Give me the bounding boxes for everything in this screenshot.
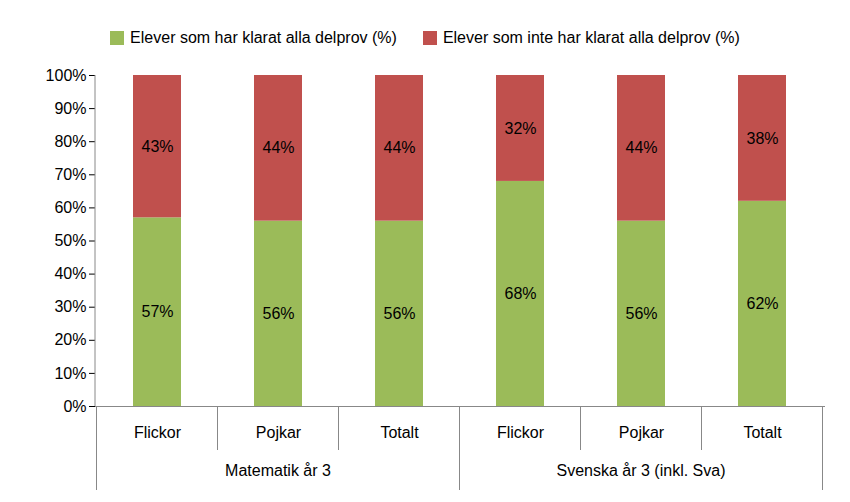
svg-text:Flickor: Flickor [134, 424, 182, 441]
svg-text:100%: 100% [46, 67, 87, 84]
svg-text:Pojkar: Pojkar [619, 424, 665, 441]
html-text:Elever som inte har klarat all: Elever som inte har klarat alla delprov … [442, 29, 740, 46]
svg-text:0%: 0% [63, 398, 86, 415]
svg-text:50%: 50% [54, 232, 86, 249]
svg-text:Flickor: Flickor [497, 424, 545, 441]
svg-text:70%: 70% [54, 166, 86, 183]
svg-text:20%: 20% [54, 331, 86, 348]
svg-text:Totalt: Totalt [380, 424, 419, 441]
svg-text:44%: 44% [625, 139, 657, 156]
svg-text:56%: 56% [625, 305, 657, 322]
svg-text:56%: 56% [262, 305, 294, 322]
svg-text:40%: 40% [54, 265, 86, 282]
svg-text:30%: 30% [54, 298, 86, 315]
svg-text:60%: 60% [54, 199, 86, 216]
svg-text:Svenska år 3 (inkl. Sva): Svenska år 3 (inkl. Sva) [557, 462, 726, 479]
svg-text:90%: 90% [54, 100, 86, 117]
svg-text:38%: 38% [746, 130, 778, 147]
svg-text:32%: 32% [504, 120, 536, 137]
svg-text:44%: 44% [262, 139, 294, 156]
svg-text:43%: 43% [141, 138, 173, 155]
svg-text:68%: 68% [504, 285, 536, 302]
svg-text:44%: 44% [383, 139, 415, 156]
svg-text:Matematik år 3: Matematik år 3 [225, 462, 331, 479]
svg-text:10%: 10% [54, 365, 86, 382]
svg-text:Pojkar: Pojkar [256, 424, 302, 441]
svg-text:57%: 57% [141, 303, 173, 320]
html-text:Elever som har klarat alla del: Elever som har klarat alla delprov (%) [130, 29, 397, 46]
svg-text:80%: 80% [54, 133, 86, 150]
svg-text:56%: 56% [383, 305, 415, 322]
svg-text:62%: 62% [746, 295, 778, 312]
svg-text:Totalt: Totalt [743, 424, 782, 441]
